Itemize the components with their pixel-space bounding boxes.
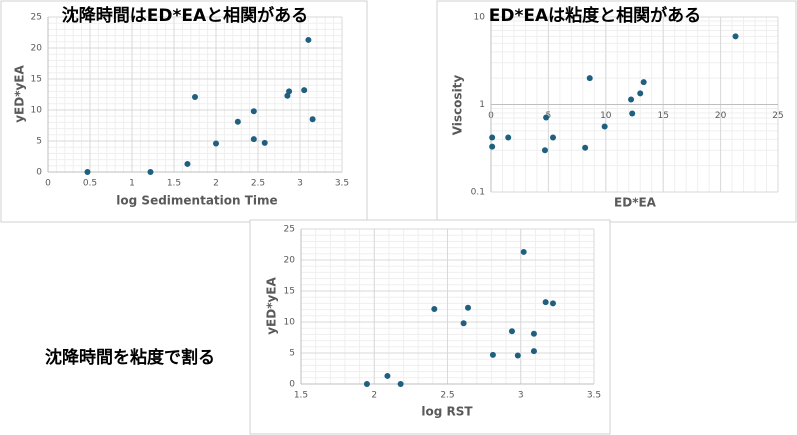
point xyxy=(530,330,537,337)
x-tick-label: 1 xyxy=(129,179,135,189)
point xyxy=(586,75,593,82)
y-tick-label: 20 xyxy=(31,44,43,54)
x-axis-label: log RST xyxy=(421,405,473,419)
point xyxy=(629,110,636,117)
point xyxy=(234,118,241,125)
point xyxy=(305,36,312,43)
point xyxy=(549,134,556,141)
x-tick-label: 2.5 xyxy=(440,391,454,401)
point xyxy=(384,372,391,379)
point xyxy=(489,143,496,150)
point xyxy=(582,144,589,151)
caption: 沈降時間を粘度で割る xyxy=(45,347,215,368)
y-tick-label: 1 xyxy=(479,100,485,110)
x-tick-label: 0.5 xyxy=(83,179,97,189)
chart-frame xyxy=(249,219,611,435)
x-tick-label: 1.5 xyxy=(167,179,181,189)
point xyxy=(84,169,91,175)
x-tick-label: 3.5 xyxy=(335,179,349,189)
x-tick-label: 2 xyxy=(371,391,377,401)
point xyxy=(489,351,496,358)
y-tick-label: 0 xyxy=(289,380,295,390)
y-tick-label: 5 xyxy=(289,349,295,359)
y-axis-label: yED*yEA xyxy=(13,65,27,123)
x-axis-label: log Sedimentation Time xyxy=(116,194,277,208)
point xyxy=(261,139,268,146)
point xyxy=(530,348,537,355)
point xyxy=(489,134,496,141)
point xyxy=(250,136,257,143)
y-axis-label: yED*yEA xyxy=(265,277,279,335)
x-tick-label: 3 xyxy=(518,391,524,401)
x-tick-label: 1.5 xyxy=(294,391,308,401)
x-tick-label: 3.5 xyxy=(587,391,601,401)
x-tick-label: 10 xyxy=(600,111,612,121)
x-tick-label: 20 xyxy=(715,111,727,121)
point xyxy=(397,381,404,387)
y-tick-label: 25 xyxy=(284,225,295,235)
x-tick-label: 15 xyxy=(657,111,668,121)
point xyxy=(601,123,608,130)
point xyxy=(301,87,308,94)
point xyxy=(541,147,548,154)
y-tick-label: 15 xyxy=(31,75,42,85)
chart-frame xyxy=(0,0,368,223)
point xyxy=(628,96,635,103)
y-tick-label: 10 xyxy=(284,318,296,328)
y-tick-label: 15 xyxy=(284,287,295,297)
x-tick-label: 0 xyxy=(45,179,51,189)
point xyxy=(637,90,644,97)
point xyxy=(732,33,739,40)
point xyxy=(505,134,512,141)
y-tick-label: 25 xyxy=(31,13,42,23)
point xyxy=(192,93,198,100)
point xyxy=(465,304,472,311)
point xyxy=(542,299,549,306)
point xyxy=(543,114,550,121)
point xyxy=(514,352,521,359)
x-tick-label: 2.5 xyxy=(251,179,265,189)
y-axis-label: Viscosity xyxy=(451,75,465,136)
x-tick-label: 3 xyxy=(297,179,303,189)
point xyxy=(431,305,438,312)
point xyxy=(640,79,647,86)
chart-title: ED*EAは粘度と相関がある xyxy=(489,5,701,26)
point xyxy=(309,116,316,123)
point xyxy=(250,108,257,115)
y-tick-label: 10 xyxy=(31,106,43,116)
x-tick-label: 2 xyxy=(213,179,219,189)
x-axis-label: ED*EA xyxy=(614,196,657,210)
y-tick-label: 0.1 xyxy=(471,188,485,198)
point xyxy=(460,320,467,327)
y-tick-label: 0 xyxy=(36,168,42,178)
point xyxy=(508,328,515,335)
y-tick-label: 20 xyxy=(284,256,296,266)
y-tick-label: 5 xyxy=(36,137,42,147)
point xyxy=(363,381,370,387)
point xyxy=(213,140,219,147)
point xyxy=(147,169,154,175)
y-tick-label: 10 xyxy=(474,13,486,23)
x-tick-label: 25 xyxy=(772,111,783,121)
point xyxy=(286,88,293,95)
point xyxy=(184,160,191,167)
point xyxy=(520,248,527,255)
chart-title: 沈降時間はED*EAと相関がある xyxy=(62,5,308,26)
point xyxy=(549,300,556,307)
